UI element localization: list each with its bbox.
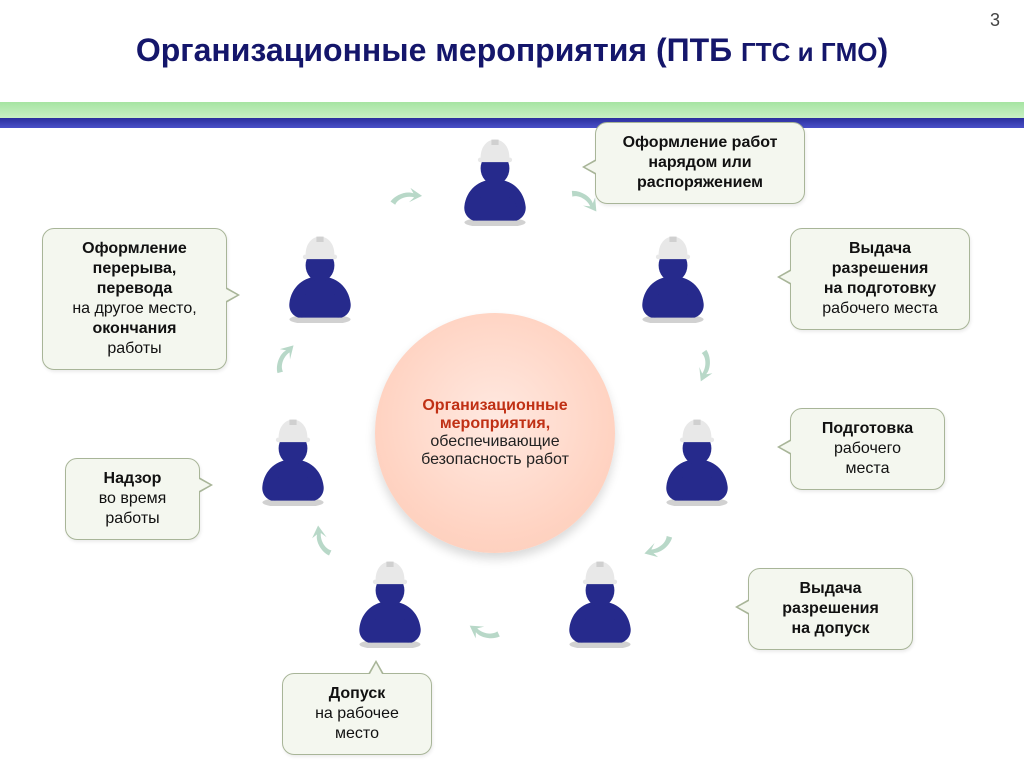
page-number: 3 [990,10,1000,31]
page-title: Организационные мероприятия (ПТБ ГТС и Г… [0,32,1024,69]
callout-text: Подготовкарабочегоместа [822,420,913,477]
diagram: Организационные мероприятия, обеспечиваю… [0,128,1024,767]
center-line4: безопасность работ [421,451,569,469]
callout-5: Допускна рабочееместо [282,673,432,755]
callout-text: Оформлениеперерыва,переводана другое мес… [72,240,196,357]
worker-icon [652,416,742,506]
callout-7: Оформлениеперерыва,переводана другое мес… [42,228,227,370]
center-line1: Организационные [421,397,569,415]
center-line2: мероприятия, [421,415,569,433]
callout-text: Допускна рабочееместо [315,685,399,742]
callout-4: Выдачаразрешенияна допуск [748,568,913,650]
worker-icon [248,416,338,506]
center-line3: обеспечивающие [421,433,569,451]
callout-text: Выдачаразрешенияна допуск [782,580,879,637]
callout-text: Выдачаразрешенияна подготовкурабочего ме… [822,240,938,317]
cycle-arrow-icon [462,602,513,653]
worker-icon [628,233,718,323]
cycle-arrow-icon [261,336,316,391]
callout-text: Надзорво времяработы [99,470,167,527]
callout-3: Подготовкарабочегоместа [790,408,945,490]
worker-icon [555,558,645,648]
callout-1: Оформление работнарядом илираспоряжением [595,122,805,204]
center-circle: Организационные мероприятия, обеспечиваю… [375,313,615,553]
callout-6: Надзорво времяработы [65,458,200,540]
divider-green [0,102,1024,118]
worker-icon [275,233,365,323]
title-sub: ГТС и ГМО [741,37,877,67]
worker-icon [345,558,435,648]
callout-2: Выдачаразрешенияна подготовкурабочего ме… [790,228,970,330]
title-close: ) [877,32,888,68]
divider-blue [0,118,1024,128]
cycle-arrow-icon [677,340,723,386]
cycle-arrow-icon [382,180,428,226]
title-main: Организационные мероприятия (ПТБ [136,32,741,68]
worker-icon [450,136,540,226]
callout-text: Оформление работнарядом илираспоряжением [623,134,778,191]
